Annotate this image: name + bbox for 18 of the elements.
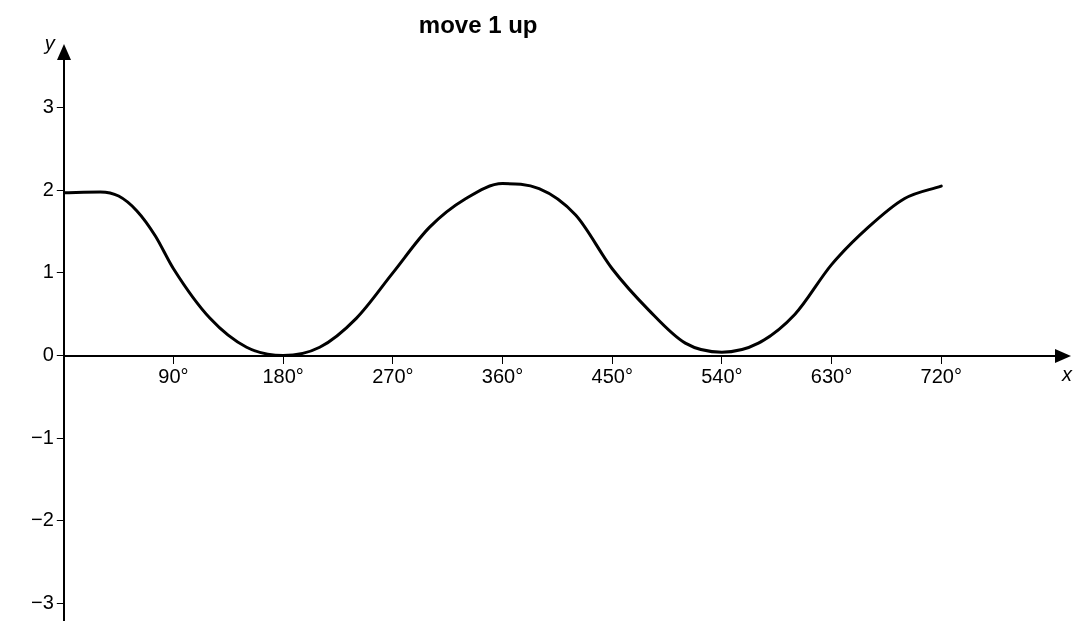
x-tick-label: 90° [158, 365, 189, 388]
x-tick-label: 630° [810, 365, 853, 388]
y-axis-title: y [42, 31, 56, 54]
x-tick-label: 540° [701, 365, 743, 388]
x-tick-label: 720° [920, 365, 962, 388]
y-tick-label: −3 [30, 590, 54, 613]
y-tick-label: 0 [42, 343, 54, 366]
x-axis-title: x [1061, 363, 1073, 386]
y-tick-label: 2 [42, 177, 54, 200]
x-tick-label: 450° [591, 365, 633, 388]
y-tick-label: −1 [30, 425, 54, 448]
x-tick-label: 270° [372, 365, 414, 388]
x-tick-label: 360° [481, 365, 524, 388]
y-tick-label: −2 [30, 508, 54, 531]
text: move 1 up [418, 10, 538, 38]
y-tick-label: 1 [42, 260, 54, 283]
x-tick-label: 180° [262, 365, 304, 388]
y-tick-label: 3 [42, 95, 54, 118]
